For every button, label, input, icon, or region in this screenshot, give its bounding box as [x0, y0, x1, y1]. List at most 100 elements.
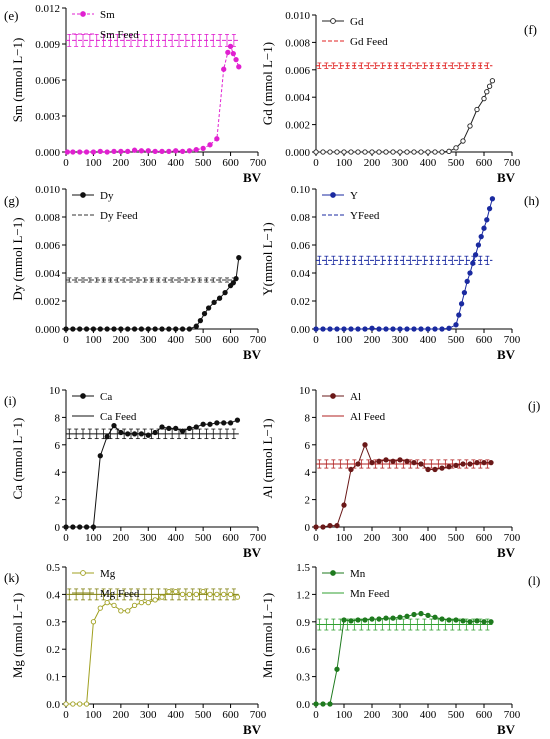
x-tick-label: 0 [63, 334, 69, 346]
data-point [222, 289, 228, 296]
data-point [320, 149, 326, 155]
data-point [197, 317, 204, 324]
data-point [230, 50, 236, 57]
x-tick-label: 300 [392, 334, 409, 346]
y-tick-label: 0.012 [35, 3, 60, 15]
data-point [404, 326, 410, 332]
data-point [376, 326, 382, 332]
data-point [334, 522, 340, 529]
x-tick-label: 500 [448, 157, 465, 169]
y-tick-label: 0.10 [291, 184, 311, 196]
data-point [186, 326, 193, 332]
x-tick-label: 300 [392, 709, 409, 721]
chart-panel-2: 0 100 200 300 400 500 600 700 0.000 0.002 0.004 0.0… [4, 184, 267, 362]
data-point [397, 457, 403, 463]
data-point [484, 89, 490, 95]
y-tick-label: 0.9 [296, 617, 310, 629]
data-point [439, 465, 445, 471]
data-point [467, 619, 473, 625]
data-point [327, 522, 333, 529]
x-tick-label: 200 [113, 334, 130, 346]
data-point [369, 149, 375, 155]
legend-series-marker [80, 393, 86, 399]
data-point [104, 599, 110, 606]
data-point [334, 326, 340, 332]
data-point [77, 149, 83, 155]
data-point [411, 459, 417, 466]
x-tick-label: 400 [420, 334, 437, 346]
y-tick-label: 0.008 [285, 37, 310, 49]
legend-series-label: Mn [350, 568, 366, 580]
y-tick-label: 0.04 [291, 268, 311, 280]
data-point [425, 612, 431, 619]
data-point [460, 618, 466, 624]
x-tick-label: 100 [336, 532, 353, 544]
chart-panel-5: 0 100 200 300 400 500 600 700 0 2 4 6 8 10 BV Al (mmol … [260, 385, 540, 560]
data-point [77, 524, 83, 530]
data-point [334, 149, 340, 155]
x-axis-label: BV [243, 170, 262, 185]
data-point [159, 326, 165, 332]
y-tick-label: 0.002 [35, 296, 60, 308]
data-point [233, 275, 239, 282]
legend-series-label: Gd [350, 16, 364, 28]
data-point [362, 442, 368, 448]
legend-series-marker [80, 192, 86, 198]
x-tick-label: 100 [85, 532, 102, 544]
data-point [446, 148, 452, 154]
data-point [390, 615, 396, 621]
data-point [467, 461, 473, 467]
data-point [214, 136, 220, 142]
data-point [439, 326, 445, 332]
data-point [390, 458, 396, 464]
x-tick-label: 0 [313, 532, 319, 544]
data-point [90, 149, 97, 155]
data-point [77, 326, 83, 332]
data-point [173, 425, 179, 432]
legend-feed-label: Ca Feed [100, 411, 137, 423]
data-point [104, 433, 110, 440]
data-point [320, 326, 326, 332]
data-point [97, 326, 103, 332]
data-point [432, 326, 438, 332]
data-point [456, 312, 462, 318]
data-point [125, 326, 131, 332]
series-line [67, 45, 240, 153]
data-point [186, 425, 193, 432]
data-point [453, 617, 459, 623]
series-line [316, 198, 493, 330]
data-point [211, 299, 217, 306]
data-point [404, 149, 410, 155]
data-point [227, 420, 234, 426]
data-point [63, 524, 69, 530]
data-point [481, 95, 487, 102]
data-point [97, 605, 103, 611]
x-tick-label: 500 [195, 157, 212, 169]
chart-panel-0: 0 100 200 300 400 500 600 700 0.000 0.003 0.006 0.0… [4, 3, 267, 185]
series-line [66, 591, 238, 705]
data-point [446, 325, 452, 331]
y-axis-label: Y(mmol L−1) [260, 222, 275, 295]
x-tick-label: 700 [250, 334, 267, 346]
x-tick-label: 0 [313, 709, 319, 721]
data-point [355, 149, 361, 155]
data-point [418, 610, 424, 617]
y-axis-label: Mg (mmol L−1) [10, 593, 25, 678]
x-tick-label: 100 [336, 157, 353, 169]
data-point [460, 138, 466, 144]
data-point [193, 424, 199, 430]
data-point [439, 149, 445, 155]
data-point [70, 149, 76, 155]
data-point [152, 148, 158, 155]
legend-series-marker [330, 192, 336, 198]
data-point [166, 589, 172, 595]
chart-panel-6: 0 100 200 300 400 500 600 700 0.0 0.1 0.2 0.3 0.4 0.5… [4, 562, 267, 737]
data-point [97, 453, 103, 459]
x-axis-label: BV [243, 347, 262, 362]
data-point [320, 524, 326, 530]
legend-feed-label: Mg Feed [100, 588, 140, 600]
data-point [453, 462, 459, 468]
data-point [118, 608, 124, 614]
data-point [70, 524, 76, 530]
y-tick-label: 0.3 [296, 672, 310, 684]
